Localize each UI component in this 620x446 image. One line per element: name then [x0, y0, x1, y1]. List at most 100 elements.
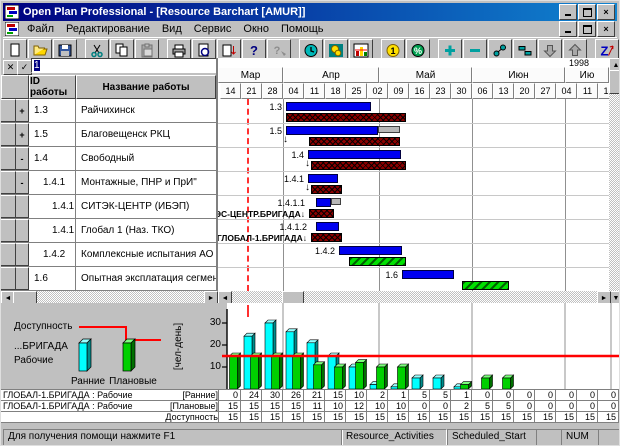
activity-name-cell[interactable]: Опытная эксплатация сегмента	[81, 273, 216, 284]
row-header[interactable]	[1, 123, 16, 146]
menu-3[interactable]: Сервис	[193, 23, 232, 35]
gantt-vscrollbar[interactable]	[609, 58, 619, 303]
gantt-bar-hgreen[interactable]	[349, 257, 406, 266]
gantt-bar-blue[interactable]	[316, 198, 331, 207]
cancel-edit-button[interactable]: ✕	[3, 60, 18, 75]
gantt-bar-hred[interactable]	[309, 137, 400, 146]
week-header: 04	[556, 83, 577, 99]
gantt-bar-hgreen[interactable]	[462, 281, 509, 290]
gantt-bar-hred[interactable]	[286, 113, 406, 122]
activity-row-1: +1.5 Благовещенск РКЦ	[1, 123, 216, 147]
gantt-bar-blue[interactable]	[308, 150, 401, 159]
toolbar-cut-button[interactable]	[85, 39, 109, 61]
minimize-button[interactable]	[559, 4, 577, 20]
menu-1[interactable]: Редактирование	[66, 23, 150, 35]
expander-cell[interactable]: +	[16, 99, 29, 122]
row-header[interactable]	[1, 243, 16, 266]
activity-name-cell[interactable]: Райчихинск	[81, 105, 135, 116]
child-minimize-button[interactable]	[559, 21, 577, 37]
menu-5[interactable]: Помощь	[280, 23, 324, 35]
hist-bar-planned-4	[313, 364, 322, 389]
menu-4[interactable]: Окно	[243, 23, 269, 35]
activity-id-cell[interactable]: 1.4.2	[29, 243, 76, 266]
toolbar-preview-button[interactable]	[192, 39, 216, 61]
menu-0[interactable]: Файл	[27, 23, 55, 35]
toolbar-move-up-button[interactable]	[563, 39, 587, 61]
resource-name-label: ...БРИГАДА	[14, 341, 68, 352]
usage-value-cell: 15	[220, 412, 241, 422]
restore-button[interactable]	[578, 4, 596, 20]
activity-name-cell[interactable]: Комплексные испытания АО	[81, 249, 214, 260]
hist-y-tick-label: 20	[209, 339, 221, 350]
svg-text:1: 1	[390, 46, 395, 56]
gantt-bar-hred[interactable]	[311, 233, 342, 242]
activity-id-cell[interactable]: 1.4	[29, 147, 76, 170]
toolbar-new-button[interactable]	[3, 39, 27, 61]
app-icon	[5, 5, 19, 19]
column-header-name[interactable]: Название работы	[76, 75, 216, 99]
toolbar-sort-button[interactable]: Z	[595, 39, 619, 61]
copy-icon	[115, 43, 128, 56]
row-header[interactable]	[1, 267, 16, 290]
open-icon	[33, 45, 48, 55]
gantt-bar-blue[interactable]	[286, 102, 371, 111]
gantt-bar-blue[interactable]	[286, 126, 378, 135]
activity-row-3: -1.4.1 Монтажные, ПНР и ПрИ"	[1, 171, 216, 195]
activity-id-cell[interactable]: 1.4.1	[29, 219, 76, 242]
child-restore-button[interactable]	[578, 21, 596, 37]
move-down-icon	[543, 44, 557, 57]
expander-cell[interactable]	[16, 219, 29, 242]
activity-name-cell[interactable]: Монтажные, ПНР и ПрИ"	[81, 177, 197, 188]
activity-id-cell[interactable]: 1.4.1	[29, 171, 76, 194]
close-button[interactable]: ×	[597, 4, 615, 20]
activity-name-cell[interactable]: Свободный	[81, 153, 135, 164]
activity-name-cell[interactable]: Глобал 1 (Наз. ТКО)	[81, 225, 175, 236]
gantt-bar-hred[interactable]	[309, 209, 334, 218]
usage-value-cell: 15	[262, 412, 283, 422]
menu-2[interactable]: Вид	[161, 23, 182, 35]
week-header: 27	[535, 83, 556, 99]
gantt-bar-hred[interactable]	[311, 161, 406, 170]
expander-cell[interactable]: +	[16, 123, 29, 146]
activity-name-cell[interactable]: Благовещенск РКЦ	[81, 129, 170, 140]
expander-cell[interactable]: -	[16, 147, 29, 170]
vscroll-thumb[interactable]	[609, 70, 619, 94]
usage-value-cell: 5	[493, 401, 514, 411]
row-gridline	[218, 171, 609, 172]
toolbar-clock-button[interactable]	[299, 39, 323, 61]
expander-cell[interactable]	[16, 243, 29, 266]
gantt-bar-blue[interactable]	[316, 222, 339, 231]
gantt-bar-blue[interactable]	[402, 270, 454, 279]
gantt-bar-gray[interactable]	[331, 198, 341, 205]
expander-cell[interactable]	[16, 267, 29, 290]
gantt-bar-gray[interactable]	[378, 126, 400, 133]
paste-icon	[141, 43, 153, 57]
toolbar-link-button[interactable]	[488, 39, 512, 61]
activity-id-cell[interactable]: 1.5	[29, 123, 76, 146]
early-legend-label: Ранние	[70, 376, 106, 387]
mdi-child-icon[interactable]	[5, 22, 19, 36]
row-header[interactable]	[1, 219, 16, 242]
child-close-button[interactable]: ×	[597, 21, 615, 37]
usage-value-cell: 15	[346, 412, 367, 422]
gantt-bar-blue[interactable]	[308, 174, 338, 183]
accept-edit-button[interactable]: ✓	[17, 60, 32, 75]
row-header[interactable]	[1, 99, 16, 122]
row-header[interactable]	[1, 195, 16, 218]
activity-id-cell[interactable]: 1.4.1	[29, 195, 76, 218]
activity-id-cell[interactable]: 1.6	[29, 267, 76, 290]
expander-cell[interactable]: -	[16, 171, 29, 194]
activity-name-cell[interactable]: СИТЭК-ЦЕНТР (ИБЭП)	[81, 201, 190, 212]
expander-cell[interactable]	[16, 195, 29, 218]
gantt-bar-blue[interactable]	[339, 246, 402, 255]
toolbar-histogram-button[interactable]	[349, 39, 373, 61]
cell-edit-input[interactable]: 1	[31, 58, 219, 73]
column-header-id[interactable]: ID работы	[29, 75, 76, 99]
toolbar-resources-button[interactable]	[324, 39, 348, 61]
gantt-hscrollbar[interactable]	[218, 291, 609, 303]
gantt-bar-hred[interactable]	[311, 185, 342, 194]
row-header[interactable]	[1, 147, 16, 170]
row-header[interactable]	[1, 171, 16, 194]
activity-id-cell[interactable]: 1.3	[29, 99, 76, 122]
table-hscrollbar[interactable]	[1, 291, 216, 303]
